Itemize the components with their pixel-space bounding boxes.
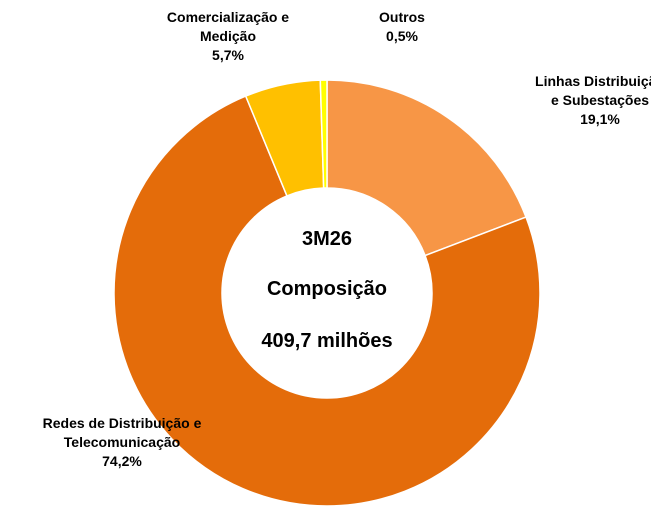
category-name: Linhas Distribuição e Subestações: [535, 73, 651, 108]
donut-slice: [319, 79, 328, 189]
category-name: Redes de Distribuição e Telecomunicação: [42, 415, 202, 450]
slice-label: Comercialização e Medição 5,7%: [138, 8, 318, 65]
slice-label: Linhas Distribuição e Subestações 19,1%: [530, 72, 651, 129]
slice-label: Outros 0,5%: [362, 8, 442, 46]
value-label: 0,5%: [386, 28, 418, 44]
center-text: 409,7 milhões: [261, 330, 393, 352]
center-text: Composição: [266, 278, 388, 300]
category-name: Outros: [379, 9, 425, 25]
donut-slice: [113, 95, 541, 506]
slice-label: Redes de Distribuição e Telecomunicação 7…: [22, 414, 222, 471]
donut-slice: [326, 79, 527, 257]
value-label: 19,1%: [580, 111, 620, 127]
center-text: 3M26: [301, 228, 353, 250]
category-name: Comercialização e Medição: [166, 9, 290, 44]
value-label: 5,7%: [212, 47, 244, 63]
value-label: 74,2%: [102, 453, 142, 469]
